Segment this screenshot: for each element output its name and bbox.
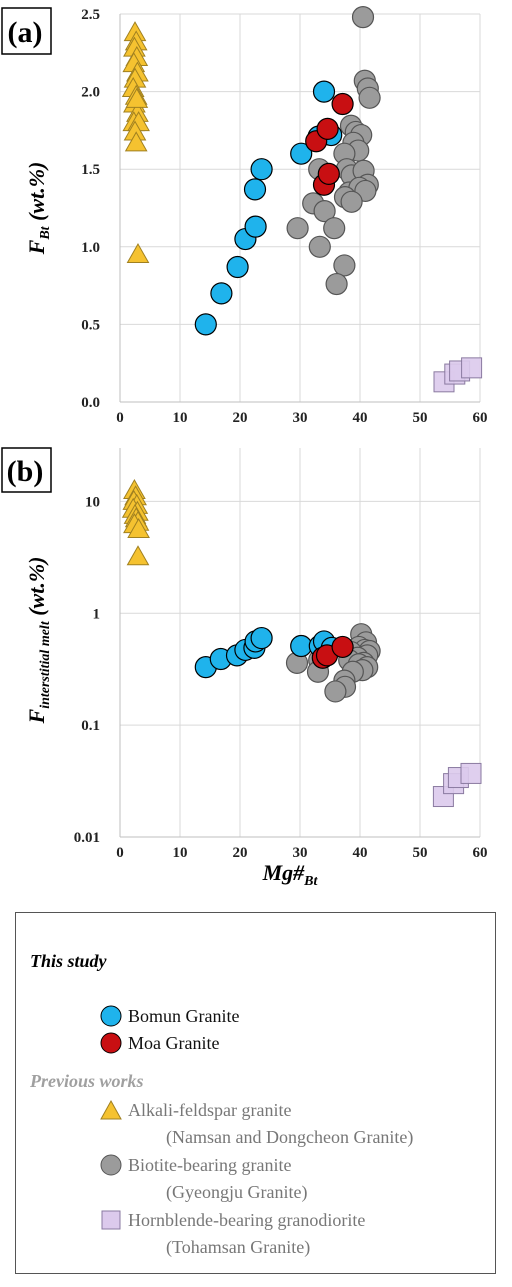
- legend-entry-hornblende: Hornblende-bearing granodiorite: [100, 1209, 365, 1231]
- panel-b: 0 10 20 30 40 50 60 0.01 0.1 1 10 (b) Finterstitial …: [1, 447, 488, 889]
- legend-entry-biotite: Biotite-bearing granite: [100, 1154, 291, 1176]
- data-point-bomun-granite: [243, 178, 267, 201]
- data-point-bomun-granite: [194, 313, 217, 336]
- y-tick-label: 0.1: [81, 718, 100, 734]
- hornblende-marker-icon: [101, 1210, 121, 1230]
- x-tick-label: 30: [293, 845, 308, 861]
- data-point-bomun-granite: [244, 215, 267, 238]
- x-tick-label: 30: [293, 410, 308, 426]
- x-tick-label: 40: [353, 845, 368, 861]
- legend-label-bomun: Bomun Granite: [128, 1005, 240, 1026]
- panel-label-box: [1, 7, 52, 55]
- data-point-bomun-granite: [250, 626, 273, 650]
- legend-sub-hornblende: (Tohamsan Granite): [166, 1237, 311, 1257]
- legend: This study Bomun Granite Moa Granite Pre…: [15, 912, 496, 1274]
- x-tick-label: 60: [473, 845, 488, 861]
- series-moa-granite: [311, 635, 354, 669]
- data-point-biotite-bearing-granite: [340, 190, 363, 213]
- x-tick-label: 0: [116, 845, 124, 861]
- legend-entry-moa: Moa Granite: [100, 1032, 219, 1054]
- data-point-bomun-granite: [290, 634, 313, 658]
- y-axis-title: Finterstitial melt (wt.%): [24, 557, 53, 725]
- data-point-biotite-bearing-granite: [323, 217, 346, 240]
- data-point-biotite-bearing-granite: [308, 235, 331, 258]
- data-point-alkali-feldspar-granite: [127, 518, 150, 539]
- legend-entry-alkali: Alkali-feldspar granite: [100, 1099, 291, 1121]
- x-tick-label: 0: [116, 410, 124, 426]
- y-tick-label: 0.01: [74, 830, 100, 846]
- x-tick-label: 10: [173, 410, 188, 426]
- data-point-bomun-granite: [250, 158, 273, 181]
- x-tick-label: 10: [173, 845, 188, 861]
- x-tick-label: 40: [353, 410, 368, 426]
- data-point-alkali-feldspar-granite: [126, 243, 150, 264]
- series-biotite-bearing-granite: [286, 6, 381, 296]
- x-tick-label: 20: [233, 410, 248, 426]
- data-point-biotite-bearing-granite: [333, 254, 356, 277]
- y-tick-label: 0.0: [81, 395, 100, 411]
- alkali-marker-icon: [100, 1099, 122, 1120]
- y-tick-label: 1: [93, 606, 101, 622]
- y-tick-label: 10: [85, 494, 100, 510]
- bomun-marker-icon: [100, 1005, 122, 1027]
- series-hornblende-bearing-granodiorite: [433, 357, 483, 393]
- panel-label-box: [1, 447, 52, 493]
- data-point-bomun-granite: [210, 282, 233, 305]
- data-point-bomun-granite: [312, 80, 336, 103]
- data-point-alkali-feldspar-granite: [126, 545, 150, 566]
- y-tick-label: 2.5: [81, 7, 100, 23]
- data-point-biotite-bearing-granite: [325, 272, 348, 296]
- series-hornblende-bearing-granodiorite: [432, 762, 482, 808]
- data-point-alkali-feldspar-granite: [125, 87, 149, 108]
- x-axis-title: Mg#Bt: [262, 860, 319, 889]
- y-tick-label: 0.5: [81, 317, 100, 333]
- data-point-biotite-bearing-granite: [351, 6, 375, 29]
- series-alkali-feldspar-granite: [121, 21, 150, 264]
- x-tick-label: 60: [473, 410, 488, 426]
- legend-label-alkali: Alkali-feldspar granite: [128, 1099, 292, 1120]
- legend-sub-alkali: (Namsan and Dongcheon Granite): [166, 1127, 414, 1147]
- y-tick-label: 2.0: [81, 85, 100, 101]
- figure: 0 10 20 30 40 50 600.00.51.01.52.02.5(a)FBt (w…: [1, 6, 488, 889]
- series-moa-granite: [305, 92, 354, 196]
- data-point-hornblende-bearing-granodiorite: [461, 357, 483, 379]
- data-point-bomun-granite: [290, 142, 313, 165]
- legend-sub-biotite: (Gyeongju Granite): [166, 1182, 308, 1202]
- biotite-marker-icon: [100, 1154, 122, 1176]
- x-tick-label: 50: [413, 845, 428, 861]
- y-axis-title: FBt (wt.%): [24, 162, 53, 256]
- panel-a: 0 10 20 30 40 50 60 0.0 0.5 1.0 1.5 2.0 2.5 (a) FBt (w…: [1, 6, 488, 426]
- series-alkali-feldspar-granite: [121, 479, 150, 566]
- data-point-alkali-feldspar-granite: [124, 131, 148, 152]
- data-point-moa-granite: [331, 92, 354, 116]
- data-point-moa-granite: [317, 162, 340, 185]
- y-tick-label: 1.0: [81, 240, 100, 256]
- legend-entry-bomun: Bomun Granite: [100, 1005, 239, 1027]
- data-point-biotite-bearing-granite: [313, 200, 336, 223]
- x-tick-label: 20: [233, 845, 248, 861]
- moa-marker-icon: [100, 1032, 122, 1054]
- data-point-biotite-bearing-granite: [324, 680, 347, 703]
- data-point-moa-granite: [316, 117, 339, 140]
- data-point-biotite-bearing-granite: [358, 86, 381, 109]
- legend-label-biotite: Biotite-bearing granite: [128, 1154, 292, 1175]
- data-point-biotite-bearing-granite: [286, 217, 309, 240]
- legend-heading-previous-works: Previous works: [30, 1071, 144, 1091]
- panel-label: (a): [8, 16, 43, 49]
- legend-label-hornblende: Hornblende-bearing granodiorite: [128, 1209, 366, 1230]
- data-point-moa-granite: [331, 635, 354, 659]
- legend-heading-this-study: This study: [30, 951, 107, 971]
- data-point-hornblende-bearing-granodiorite: [460, 762, 482, 784]
- legend-label-moa: Moa Granite: [128, 1032, 220, 1053]
- y-tick-label: 1.5: [81, 162, 100, 178]
- data-point-bomun-granite: [226, 255, 249, 279]
- panel-label: (b): [7, 455, 44, 488]
- x-tick-label: 50: [413, 410, 428, 426]
